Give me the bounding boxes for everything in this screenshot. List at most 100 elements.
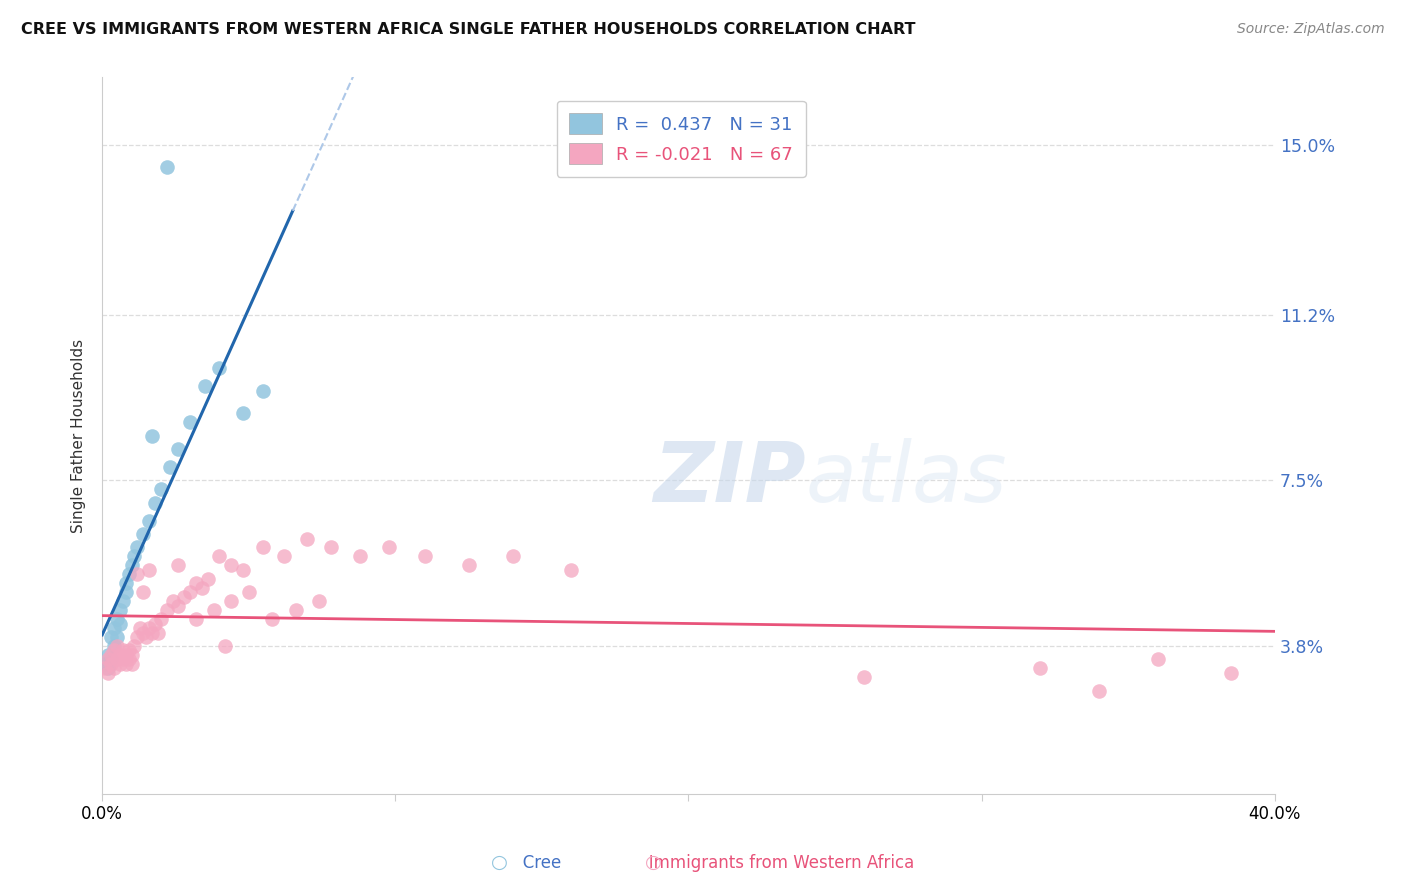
Point xyxy=(143,616,166,631)
Point xyxy=(560,563,582,577)
Point xyxy=(103,621,125,635)
Y-axis label: Single Father Households: Single Father Households xyxy=(72,338,86,533)
Point xyxy=(457,558,479,573)
Point xyxy=(143,496,166,510)
Point xyxy=(146,625,169,640)
Point xyxy=(117,652,139,666)
Point xyxy=(94,657,117,671)
Point xyxy=(149,612,172,626)
Point xyxy=(138,563,160,577)
Point xyxy=(167,558,190,573)
Point xyxy=(117,643,139,657)
Point xyxy=(179,415,201,429)
Text: ○: ○ xyxy=(645,854,662,872)
Point xyxy=(111,652,134,666)
Text: CREE VS IMMIGRANTS FROM WESTERN AFRICA SINGLE FATHER HOUSEHOLDS CORRELATION CHAR: CREE VS IMMIGRANTS FROM WESTERN AFRICA S… xyxy=(21,22,915,37)
Point xyxy=(132,585,155,599)
Point xyxy=(114,576,136,591)
Point xyxy=(184,576,207,591)
Point xyxy=(219,594,242,608)
Point xyxy=(159,459,181,474)
Point xyxy=(284,603,307,617)
Text: atlas: atlas xyxy=(806,438,1007,519)
Point xyxy=(100,648,122,662)
Point xyxy=(179,585,201,599)
Point xyxy=(138,514,160,528)
Point xyxy=(184,612,207,626)
Point xyxy=(127,630,149,644)
Point xyxy=(238,585,260,599)
Point xyxy=(94,661,117,675)
Point xyxy=(1146,652,1168,666)
Point xyxy=(308,594,330,608)
Point xyxy=(252,384,274,398)
Point xyxy=(124,549,146,564)
Point xyxy=(149,483,172,497)
Point xyxy=(105,630,128,644)
Point xyxy=(1088,683,1111,698)
Point xyxy=(105,612,128,626)
Point xyxy=(121,558,143,573)
Text: Immigrants from Western Africa: Immigrants from Western Africa xyxy=(633,855,914,872)
Point xyxy=(121,657,143,671)
Point xyxy=(105,639,128,653)
Point xyxy=(114,585,136,599)
Point xyxy=(208,361,231,376)
Point xyxy=(191,581,214,595)
Point xyxy=(114,648,136,662)
Point xyxy=(202,603,225,617)
Point xyxy=(100,657,122,671)
Point xyxy=(378,541,401,555)
Point xyxy=(97,661,120,675)
Point xyxy=(214,639,236,653)
Point xyxy=(124,639,146,653)
Point xyxy=(129,621,152,635)
Point xyxy=(219,558,242,573)
Legend: R =  0.437   N = 31, R = -0.021   N = 67: R = 0.437 N = 31, R = -0.021 N = 67 xyxy=(557,101,806,177)
Text: ○: ○ xyxy=(491,854,508,872)
Point xyxy=(502,549,524,564)
Point xyxy=(97,665,120,680)
Point xyxy=(162,594,184,608)
Point xyxy=(117,567,139,582)
Point xyxy=(105,652,128,666)
Point xyxy=(100,630,122,644)
Point xyxy=(108,657,131,671)
Point xyxy=(103,643,125,657)
Point xyxy=(1029,661,1052,675)
Point xyxy=(319,541,342,555)
Point xyxy=(103,661,125,675)
Point xyxy=(127,567,149,582)
Point xyxy=(141,625,163,640)
Point xyxy=(108,616,131,631)
Point xyxy=(349,549,371,564)
Point xyxy=(121,648,143,662)
Point xyxy=(103,639,125,653)
Point xyxy=(853,670,876,684)
Point xyxy=(141,428,163,442)
Point xyxy=(194,379,217,393)
Point xyxy=(97,652,120,666)
Point xyxy=(114,657,136,671)
Text: ZIP: ZIP xyxy=(654,438,806,519)
Point xyxy=(1219,665,1241,680)
Text: Cree: Cree xyxy=(508,855,561,872)
Text: Source: ZipAtlas.com: Source: ZipAtlas.com xyxy=(1237,22,1385,37)
Point xyxy=(197,572,219,586)
Point xyxy=(273,549,295,564)
Point xyxy=(208,549,231,564)
Point xyxy=(111,594,134,608)
Point xyxy=(262,612,284,626)
Point xyxy=(132,625,155,640)
Point xyxy=(252,541,274,555)
Point xyxy=(232,406,254,420)
Point xyxy=(167,599,190,613)
Point xyxy=(135,630,157,644)
Point xyxy=(108,603,131,617)
Point xyxy=(232,563,254,577)
Point xyxy=(108,648,131,662)
Point xyxy=(97,648,120,662)
Point xyxy=(167,442,190,456)
Point xyxy=(111,643,134,657)
Point xyxy=(138,621,160,635)
